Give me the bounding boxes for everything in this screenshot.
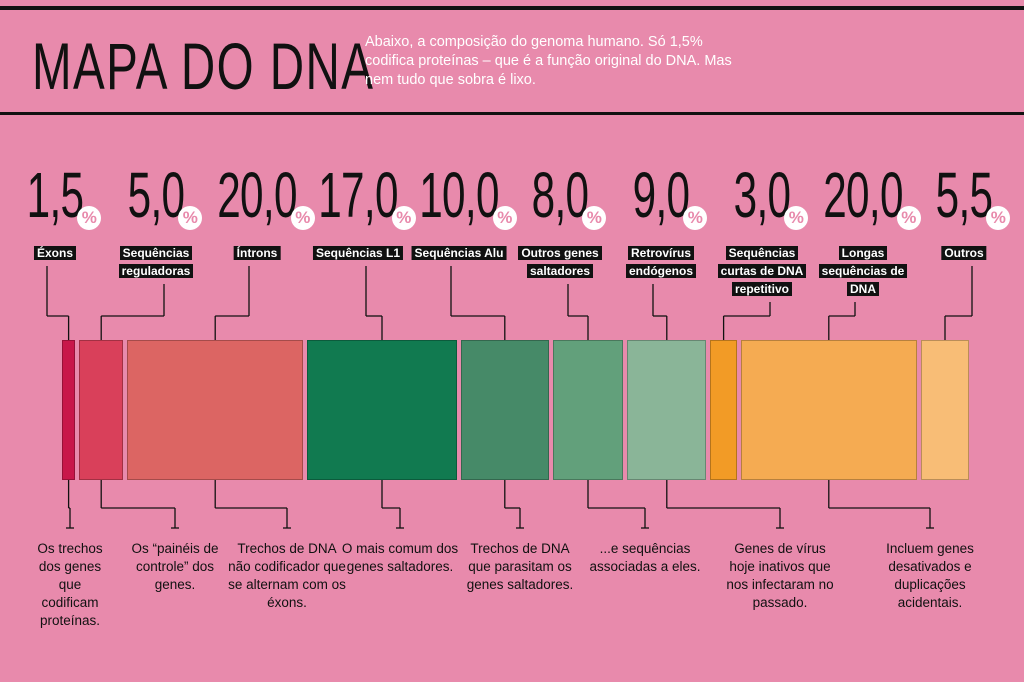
value-label: 3,0 [733,159,791,231]
category-text: Íntrons [233,246,281,260]
segment-bar [740,340,917,480]
segment-bar [62,340,76,480]
category-text: Outros [941,246,987,260]
value-label: 20,0 [823,159,903,231]
category-label: Sequências curtas de DNA repetitivo [712,244,812,298]
category-label: Sequências reguladoras [106,244,206,280]
category-label: Retrovírus endógenos [611,244,711,280]
segment-bar [710,340,737,480]
segment-bar [920,340,970,480]
unit-badge: % [986,206,1011,230]
category-label: Outros [941,244,987,262]
category-text: Sequências curtas de DNA repetitivo [717,246,807,296]
description: Genes de vírus hoje inativos que nos inf… [726,541,834,610]
description: Trechos de DNA não codificador que se al… [228,541,346,610]
unit-badge: % [582,206,607,230]
category-text: Sequências Alu [411,246,507,260]
value-label: 17,0 [318,159,398,231]
unit-badge: % [896,206,921,230]
description: O mais comum dos genes saltadores. [341,541,459,574]
category-label: Longas sequências de DNA [813,244,913,298]
description: ...e sequências associadas a eles. [589,541,701,574]
category-text: Éxons [33,246,77,260]
category-text: Retrovírus endógenos [625,246,696,278]
value-label: 10,0 [419,159,499,231]
value-label: 8,0 [531,159,589,231]
category-text: Sequências reguladoras [118,246,194,278]
segment-bar [127,340,304,480]
unit-badge: % [683,206,708,230]
segment-bar [552,340,624,480]
value-label: 5,5 [935,159,993,231]
value-label: 9,0 [632,159,690,231]
top-rule [0,6,1024,10]
category-label: Outros genes saltadores [510,244,610,280]
segment-bar [460,340,549,480]
value-label: 1,5 [26,159,84,231]
unit-badge: % [492,206,517,230]
description: Incluem genes desativados e duplicações … [886,541,974,610]
description: Trechos de DNA que parasitam os genes sa… [466,541,574,592]
value-label: 5,0 [127,159,185,231]
description: Os trechos dos genes que codificam prote… [37,541,103,628]
unit-badge: % [391,206,416,230]
title: MAPA DO DNA [32,29,375,103]
unit-badge: % [77,206,102,230]
category-label: Sequências Alu [411,244,507,262]
unit-badge: % [178,206,203,230]
subtitle: Abaixo, a composição do genoma humano. S… [365,34,732,88]
value-label: 20,0 [217,159,297,231]
segment-bar [307,340,457,480]
segment-bar [79,340,124,480]
category-label: Íntrons [233,244,281,262]
description: Os “painéis de controle” dos genes. [131,541,219,592]
category-text: Longas sequências de DNA [818,246,908,296]
header-rule [0,112,1024,115]
category-text: Sequências L1 [312,246,404,260]
category-label: Éxons [33,244,77,262]
unit-badge: % [290,206,315,230]
unit-badge: % [784,206,809,230]
segment-bar [627,340,707,480]
category-label: Sequências L1 [312,244,404,262]
category-text: Outros genes saltadores [518,246,602,278]
